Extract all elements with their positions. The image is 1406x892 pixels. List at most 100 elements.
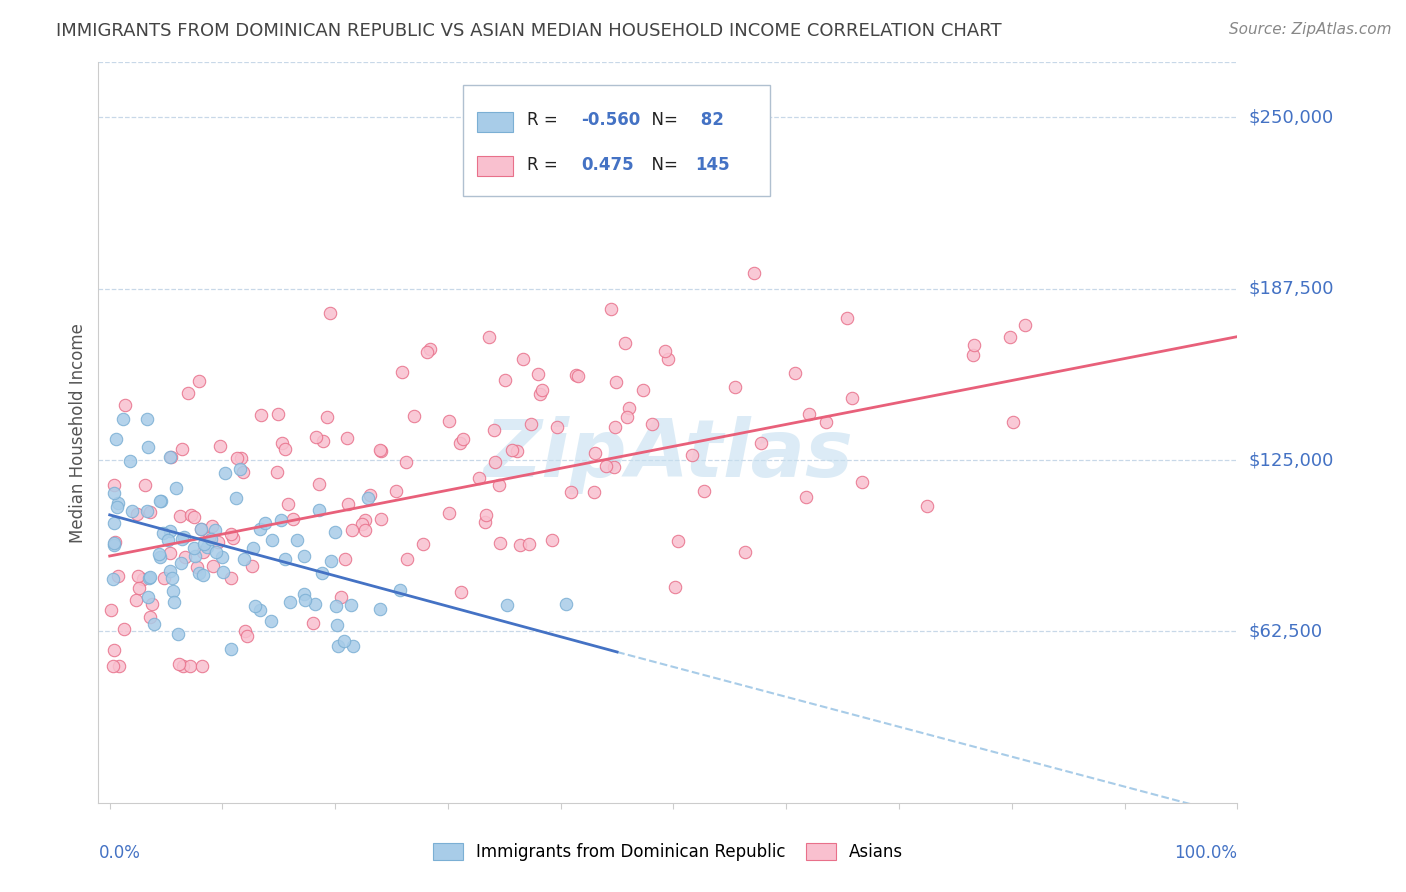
Point: [484, 423, 506, 437]
Point: [963, 338, 986, 352]
Text: 82: 82: [695, 112, 724, 129]
Y-axis label: Median Household Income: Median Household Income: [69, 323, 87, 542]
Point: [478, 330, 501, 344]
Point: [564, 368, 586, 382]
Point: [437, 414, 460, 428]
Point: [368, 443, 391, 458]
Point: [315, 409, 337, 424]
Point: [208, 439, 231, 453]
Legend: Immigrants from Dominican Republic, Asians: Immigrants from Dominican Republic, Asia…: [433, 843, 903, 861]
Point: [191, 567, 214, 582]
Point: [323, 524, 346, 539]
Point: [330, 591, 353, 605]
Point: [200, 532, 222, 546]
Point: [120, 454, 142, 468]
Point: [489, 536, 512, 550]
Point: [159, 450, 181, 465]
Point: [236, 629, 259, 643]
Text: ZipAtlas: ZipAtlas: [482, 416, 853, 494]
Point: [333, 634, 356, 648]
Point: [165, 481, 187, 495]
Point: [312, 434, 335, 449]
Point: [103, 642, 125, 657]
Point: [214, 467, 236, 481]
Point: [219, 641, 242, 656]
Point: [277, 498, 299, 512]
Point: [494, 373, 516, 387]
Text: N=: N=: [641, 112, 683, 129]
Point: [103, 536, 125, 550]
Point: [666, 534, 689, 549]
Point: [370, 443, 392, 458]
Point: [250, 408, 273, 422]
Point: [311, 566, 333, 580]
Point: [693, 483, 716, 498]
Point: [724, 380, 747, 394]
Text: 145: 145: [695, 155, 730, 174]
Point: [333, 552, 356, 566]
Point: [167, 627, 190, 641]
Text: R =: R =: [527, 112, 562, 129]
Point: [183, 509, 205, 524]
Point: [501, 442, 523, 457]
Point: [190, 522, 212, 536]
Point: [353, 523, 375, 537]
Point: [148, 547, 170, 561]
Point: [308, 503, 330, 517]
Point: [294, 593, 316, 607]
Point: [222, 531, 245, 545]
Point: [225, 451, 247, 466]
Point: [167, 657, 190, 672]
Text: R =: R =: [527, 155, 568, 174]
Point: [107, 495, 129, 509]
Point: [136, 412, 159, 426]
Point: [325, 618, 347, 632]
Point: [193, 537, 215, 551]
Point: [183, 541, 205, 556]
Point: [595, 458, 617, 473]
Point: [560, 485, 582, 500]
Text: 0.475: 0.475: [581, 155, 634, 174]
Point: [195, 540, 218, 554]
Point: [917, 499, 939, 513]
Point: [152, 525, 174, 540]
Point: [270, 513, 292, 527]
Point: [104, 432, 127, 446]
Text: -0.560: -0.560: [581, 112, 641, 129]
Point: [512, 351, 534, 366]
Point: [191, 658, 214, 673]
Point: [416, 345, 439, 359]
Point: [526, 368, 548, 382]
Point: [170, 532, 193, 546]
Point: [101, 658, 124, 673]
Point: [484, 455, 506, 469]
Point: [219, 571, 242, 585]
Point: [254, 516, 277, 530]
Point: [851, 475, 873, 489]
Point: [249, 603, 271, 617]
Point: [449, 435, 471, 450]
Point: [389, 583, 412, 598]
Point: [340, 524, 363, 538]
Point: [160, 571, 183, 585]
Point: [475, 508, 498, 523]
Point: [149, 493, 172, 508]
Point: [304, 597, 326, 611]
Point: [207, 534, 229, 549]
Point: [233, 551, 256, 566]
Point: [127, 569, 149, 583]
Point: [451, 432, 474, 446]
Point: [1000, 330, 1022, 344]
Point: [342, 639, 364, 653]
Point: [734, 545, 756, 559]
Point: [467, 471, 489, 485]
Point: [509, 538, 531, 552]
Point: [267, 407, 290, 421]
Point: [105, 500, 128, 514]
Point: [271, 436, 294, 450]
Point: [197, 532, 219, 546]
Point: [205, 545, 228, 559]
Point: [124, 593, 146, 607]
Point: [395, 454, 418, 468]
Point: [340, 598, 363, 612]
